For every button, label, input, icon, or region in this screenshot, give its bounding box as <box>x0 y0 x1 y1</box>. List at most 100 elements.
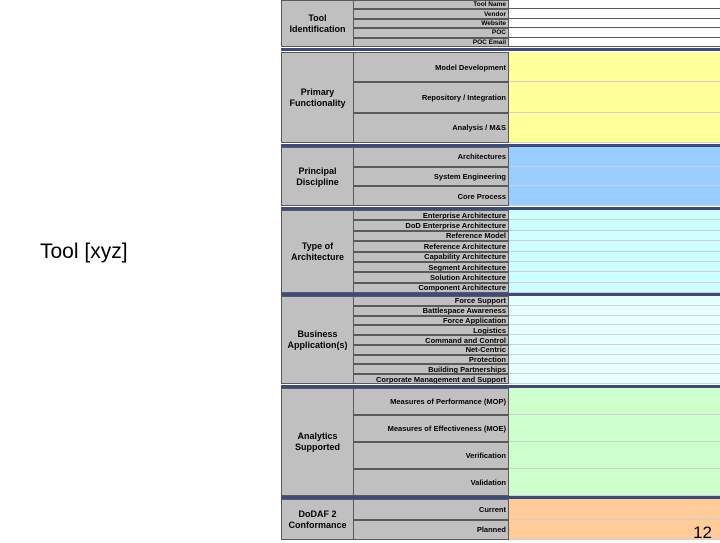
criteria-label: Repository / Integration <box>354 82 509 113</box>
criteria-value-cell[interactable] <box>509 166 720 187</box>
criteria-value-cell[interactable] <box>509 251 720 262</box>
criteria-value-cell[interactable] <box>509 112 720 143</box>
criteria-value-cell[interactable] <box>509 442 720 469</box>
section-category-label: Primary Functionality <box>281 52 354 143</box>
criteria-label: Analysis / M&S <box>354 112 509 143</box>
criteria-value-cell[interactable] <box>509 220 720 231</box>
criteria-label: Capability Architecture <box>354 251 509 262</box>
criteria-value-cell[interactable] <box>509 186 720 207</box>
criteria-value-cell[interactable] <box>509 82 720 113</box>
criteria-row: DoD Enterprise Architecture <box>354 220 720 231</box>
criteria-value-cell[interactable] <box>509 388 720 415</box>
criteria-value-cell[interactable] <box>509 28 720 38</box>
criteria-value-cell[interactable] <box>509 272 720 283</box>
criteria-row: Reference Architecture <box>354 241 720 252</box>
criteria-value-cell[interactable] <box>509 37 720 48</box>
criteria-label: Validation <box>354 469 509 496</box>
criteria-value-cell[interactable] <box>509 305 720 316</box>
criteria-row: Logistics <box>354 325 720 336</box>
criteria-label: Solution Architecture <box>354 272 509 283</box>
criteria-value-cell[interactable] <box>509 210 720 221</box>
criteria-value-cell[interactable] <box>509 519 720 540</box>
criteria-value-cell[interactable] <box>509 499 720 520</box>
section-separator <box>281 144 720 147</box>
criteria-label: Model Development <box>354 52 509 83</box>
criteria-label: Architectures <box>354 147 509 167</box>
criteria-value-cell[interactable] <box>509 335 720 345</box>
criteria-row: Corporate Management and Support <box>354 374 720 385</box>
criteria-label: Measures of Effectiveness (MOE) <box>354 415 509 442</box>
criteria-label: Building Partnerships <box>354 364 509 375</box>
tool-evaluation-sheet: Tool Identification Tool Name Vendor Websit… <box>281 0 720 540</box>
criteria-row: Current <box>354 499 720 520</box>
criteria-label: Net-Centric <box>354 344 509 355</box>
criteria-label: POC <box>354 28 509 38</box>
criteria-row: Tool Name <box>354 0 720 10</box>
slide-title: Tool [xyz] <box>40 240 128 263</box>
criteria-value-cell[interactable] <box>509 282 720 293</box>
section-category-label: Business Application(s) <box>281 296 354 384</box>
criteria-label: POC Email <box>354 37 509 48</box>
criteria-label: Protection <box>354 354 509 365</box>
criteria-row: Capability Architecture <box>354 251 720 262</box>
criteria-row: Protection <box>354 354 720 365</box>
criteria-row: Command and Control <box>354 335 720 345</box>
criteria-row: Force Application <box>354 315 720 326</box>
criteria-label: Website <box>354 18 509 29</box>
section-rows: Force Support Battlespace Awareness Force … <box>354 296 720 385</box>
criteria-value-cell[interactable] <box>509 325 720 336</box>
criteria-value-cell[interactable] <box>509 52 720 83</box>
criteria-row: Website <box>354 18 720 29</box>
criteria-row: Force Support <box>354 296 720 306</box>
section-category-label: Principal Discipline <box>281 147 354 206</box>
criteria-row: Net-Centric <box>354 344 720 355</box>
criteria-row: Repository / Integration <box>354 82 720 113</box>
criteria-value-cell[interactable] <box>509 241 720 252</box>
criteria-label: Force Support <box>354 296 509 306</box>
criteria-label: System Engineering <box>354 166 509 187</box>
criteria-row: Measures of Performance (MOP) <box>354 388 720 415</box>
section-rows: Current Planned <box>354 499 720 540</box>
criteria-label: Enterprise Architecture <box>354 210 509 221</box>
criteria-value-cell[interactable] <box>509 469 720 496</box>
criteria-value-cell[interactable] <box>509 261 720 273</box>
criteria-value-cell[interactable] <box>509 315 720 326</box>
criteria-row: Architectures <box>354 147 720 167</box>
criteria-row: Model Development <box>354 52 720 83</box>
criteria-row: POC <box>354 28 720 38</box>
criteria-label: Command and Control <box>354 335 509 345</box>
criteria-label: Core Process <box>354 186 509 207</box>
criteria-value-cell[interactable] <box>509 296 720 306</box>
criteria-row: Battlespace Awareness <box>354 305 720 316</box>
section-separator <box>281 207 720 210</box>
criteria-value-cell[interactable] <box>509 344 720 355</box>
criteria-label: Tool Name <box>354 0 509 10</box>
section-rows: Tool Name Vendor Website POC POC Email <box>354 0 720 48</box>
criteria-row: System Engineering <box>354 166 720 187</box>
criteria-row: Analysis / M&S <box>354 112 720 143</box>
section-block: Principal Discipline Architectures System … <box>281 147 720 207</box>
criteria-row: Reference Model <box>354 230 720 242</box>
criteria-label: Current <box>354 499 509 520</box>
criteria-row: Component Architecture <box>354 282 720 293</box>
criteria-value-cell[interactable] <box>509 374 720 385</box>
criteria-value-cell[interactable] <box>509 147 720 167</box>
criteria-row: Building Partnerships <box>354 364 720 375</box>
criteria-value-cell[interactable] <box>509 354 720 365</box>
criteria-value-cell[interactable] <box>509 9 720 19</box>
criteria-value-cell[interactable] <box>509 18 720 29</box>
section-block: Tool Identification Tool Name Vendor Websit… <box>281 0 720 48</box>
criteria-label: Battlespace Awareness <box>354 305 509 316</box>
criteria-value-cell[interactable] <box>509 230 720 242</box>
criteria-value-cell[interactable] <box>509 364 720 375</box>
criteria-row: Verification <box>354 442 720 469</box>
section-separator <box>281 496 720 499</box>
criteria-row: Vendor <box>354 9 720 19</box>
section-rows: Measures of Performance (MOP) Measures of… <box>354 388 720 496</box>
section-category-label: DoDAF 2 Conformance <box>281 499 354 540</box>
criteria-row: Validation <box>354 469 720 496</box>
criteria-value-cell[interactable] <box>509 415 720 442</box>
criteria-label: Force Application <box>354 315 509 326</box>
criteria-value-cell[interactable] <box>509 0 720 10</box>
section-separator <box>281 48 720 51</box>
